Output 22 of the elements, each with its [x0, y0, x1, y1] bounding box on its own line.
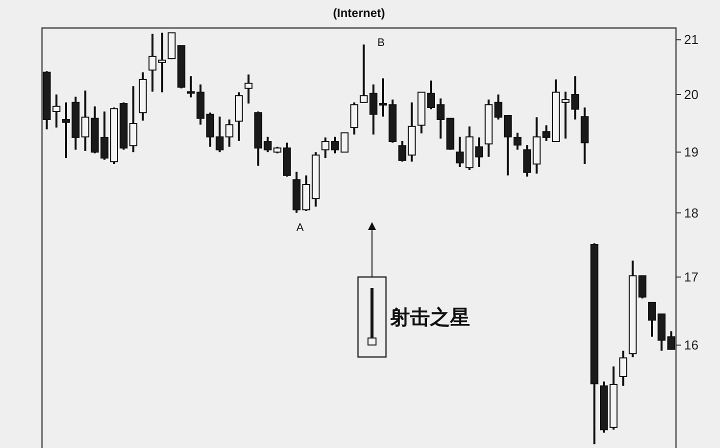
candlestick [81, 90, 90, 152]
candlestick [494, 94, 502, 120]
y-tick-label: 20 [684, 87, 698, 102]
candlestick [619, 350, 628, 387]
y-tick-label: 21 [684, 32, 698, 48]
candlestick [244, 73, 252, 105]
candlestick [523, 144, 532, 178]
annotation: A [296, 222, 304, 234]
annotation: 射击之星 [389, 306, 470, 329]
y-tick-label: 19 [684, 144, 698, 160]
candlestick [638, 274, 646, 300]
candlestick [225, 118, 234, 148]
y-tick-label: 17 [684, 270, 698, 285]
y-tick-label: 16 [684, 338, 698, 353]
y-tick-label: 18 [684, 205, 698, 220]
annotation: B [377, 37, 385, 49]
candlestick [264, 136, 272, 154]
candlestick [216, 116, 224, 154]
candlestick [350, 101, 358, 136]
candlestick [398, 140, 406, 163]
chart-title: (Internet) [333, 6, 385, 20]
candlestick [129, 85, 138, 154]
